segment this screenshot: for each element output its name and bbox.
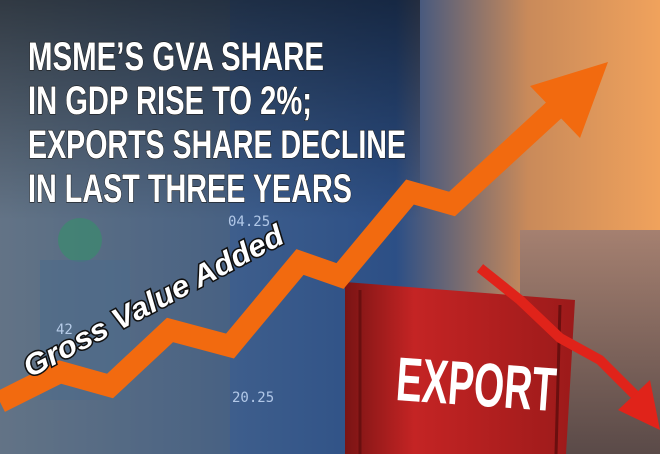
- export-container: [345, 282, 575, 454]
- background-number: 04.25: [228, 214, 270, 230]
- container-ribs: [358, 290, 562, 454]
- headline-line: IN GDP RISE TO 2%;: [28, 79, 312, 123]
- growth-arrow: [0, 91, 573, 412]
- headline-shade: [0, 0, 420, 220]
- headline-line: EXPORTS SHARE DECLINE: [28, 123, 406, 167]
- decline-arrow: [476, 264, 642, 402]
- background-number: 42: [56, 322, 73, 338]
- background-number: 20.25: [232, 390, 274, 406]
- headline-line: IN LAST THREE YEARS: [28, 167, 352, 211]
- growth-arrowhead: [530, 62, 608, 138]
- worker-helmet: [58, 218, 102, 262]
- decline-arrowhead: [618, 380, 660, 430]
- headline-line: MSME’S GVA SHARE: [28, 35, 324, 79]
- container-label: EXPORT: [394, 345, 559, 425]
